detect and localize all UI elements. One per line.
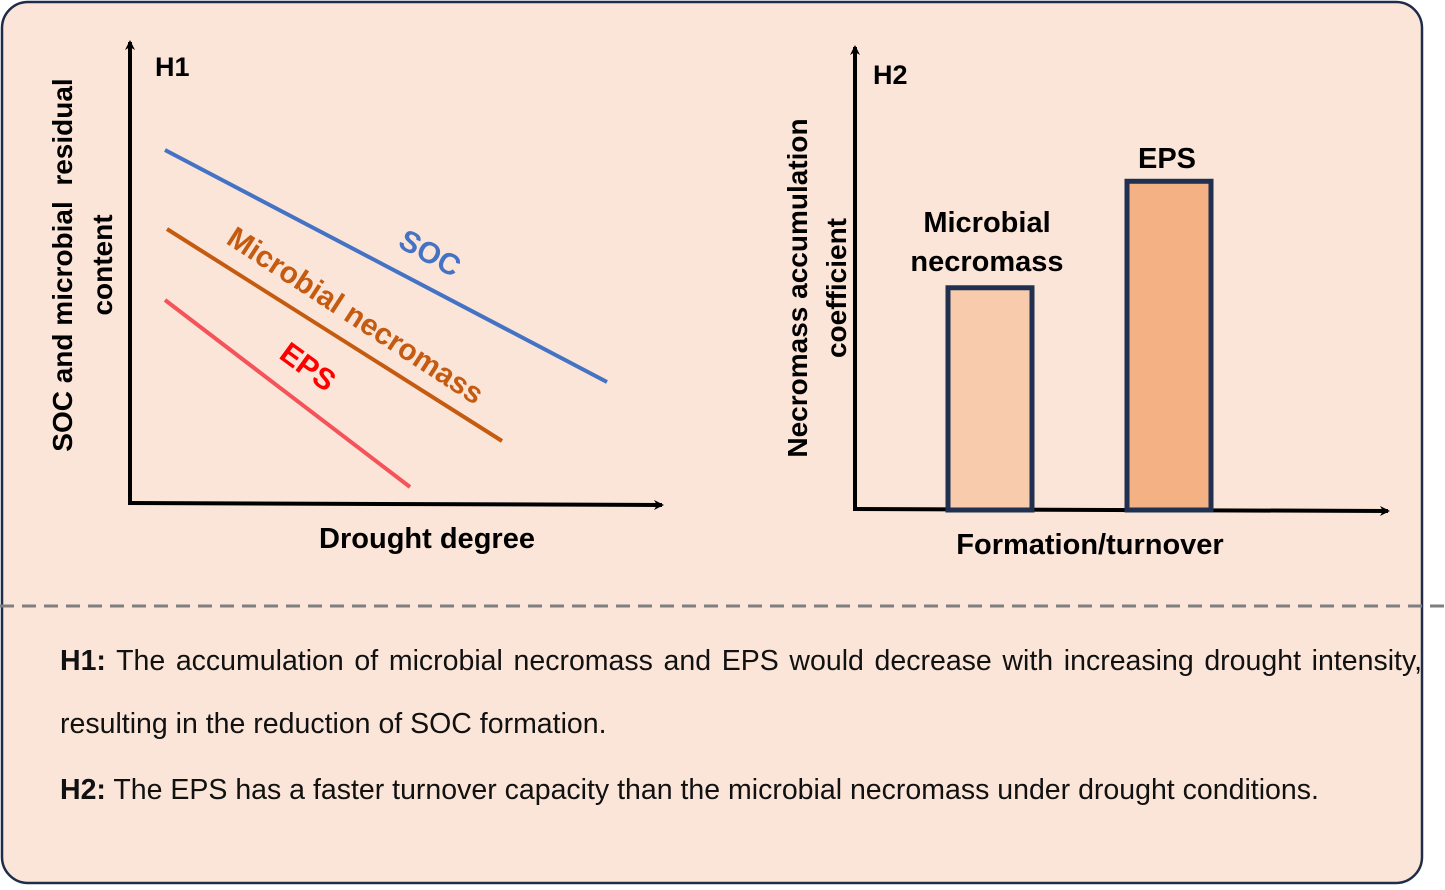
h1-hypothesis-tag: H1: [60,645,106,677]
h2-tag: H2 [873,60,908,90]
h1-x-axis [127,499,664,510]
eps-line [163,298,412,489]
h1-x-label: Drought degree [319,523,535,555]
microbial-necromass-line [165,227,504,443]
bar-label-necromass: necromass [910,246,1063,278]
soc-line [164,148,608,384]
h2-x-axis [852,505,1390,516]
h1-y-label-line1: SOC and microbial residual [47,78,78,451]
bar-microbial-necromass [945,285,1035,513]
bar-label-eps: EPS [1138,143,1196,175]
bar-eps [1124,178,1214,513]
panel-frame [0,0,1424,885]
h2-hypothesis-tag: H2: [60,774,106,806]
hypothesis-h2: H2: The EPS has a faster turnover capaci… [60,759,1422,822]
h2-y-label-line2: coefficient [821,218,852,358]
h1-y-label-line2: content [87,214,118,315]
h2-x-label: Formation/turnover [956,529,1223,561]
bar-label-microbial: Microbial [923,207,1050,239]
hypothesis-h1: H1: The accumulation of microbial necrom… [60,630,1422,756]
h2-panel: H2 Microbial necromass EPS Necromass acc… [782,45,1390,561]
h1-tag: H1 [155,52,190,82]
h2-y-label-line1: Necromass accumulation [782,118,813,457]
h2-hypothesis-text: The EPS has a faster turnover capacity t… [105,774,1319,806]
h1-hypothesis-text: The accumulation of microbial necromass … [60,645,1422,740]
